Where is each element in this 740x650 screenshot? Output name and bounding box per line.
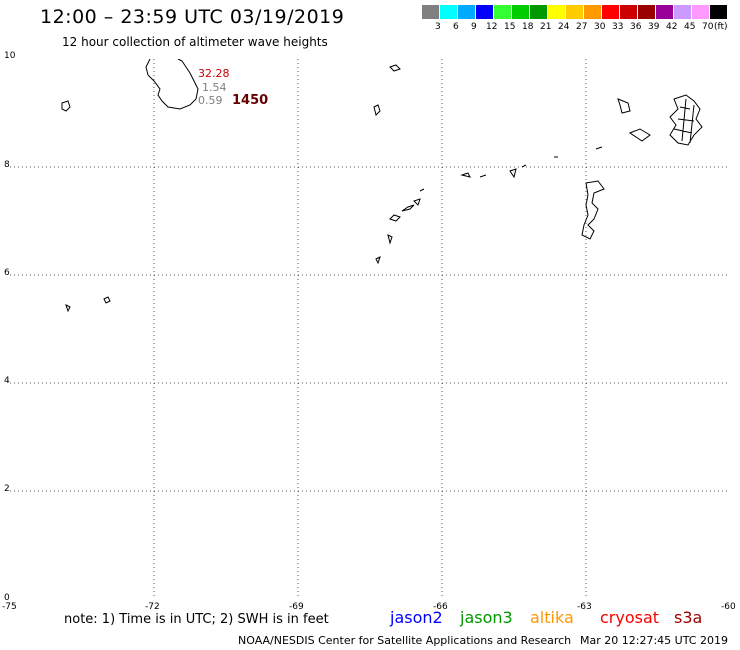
satellite-label-jason3: jason3 (460, 608, 513, 627)
scale-swatch-30 (584, 5, 601, 19)
coastline-island-chain (460, 156, 558, 179)
satellite-label-s3a: s3a (674, 608, 703, 627)
coastline-trinidad (581, 180, 605, 240)
map-canvas (10, 59, 730, 599)
scale-swatch-24 (548, 5, 565, 19)
lat-tick-label: 6 (4, 268, 10, 278)
scale-swatch-15 (494, 5, 511, 19)
wave-height-value: 1.54 (202, 81, 227, 94)
scale-swatch-27 (566, 5, 583, 19)
scale-label: 6 (453, 22, 459, 32)
lon-tick-label: -63 (577, 602, 592, 612)
scale-label: 42 (666, 22, 678, 32)
scale-label: (ft) (714, 22, 728, 32)
wave-height-value: 0.59 (198, 94, 223, 107)
satellite-label-cryosat: cryosat (600, 608, 660, 627)
lon-tick-label: -75 (2, 602, 17, 612)
coastline-island (61, 100, 71, 112)
scale-swatch-70 (692, 5, 709, 19)
scale-label: 9 (471, 22, 477, 32)
scale-label: 21 (540, 22, 552, 32)
scale-swatch-45 (674, 5, 691, 19)
coastline-island-chain (375, 188, 425, 265)
satellite-label-altika: altika (530, 608, 574, 627)
scale-label: 27 (576, 22, 588, 32)
coastline-island (103, 296, 111, 304)
scale-swatch-3 (422, 5, 439, 19)
scale-swatch-36 (620, 5, 637, 19)
credit-line: NOAA/NESDIS Center for Satellite Applica… (238, 634, 572, 647)
observation-count: 1450 (232, 93, 269, 108)
graticule (10, 59, 730, 599)
scale-label: 12 (486, 22, 498, 32)
scale-swatch-6 (440, 5, 457, 19)
coastline-atlantic-islands (595, 98, 651, 150)
coastline-island (65, 304, 71, 313)
scale-swatch-42 (656, 5, 673, 19)
scale-label: 39 (648, 22, 660, 32)
lon-tick-label: -66 (433, 602, 448, 612)
map-subtitle: 12 hour collection of altimeter wave hei… (62, 35, 328, 49)
scale-swatch-18 (512, 5, 529, 19)
wave-height-value: 32.28 (198, 67, 230, 80)
satellite-label-jason2: jason2 (390, 608, 443, 627)
scale-label: 3 (435, 22, 441, 32)
scale-label: 45 (684, 22, 696, 32)
lon-tick-label: -69 (289, 602, 304, 612)
lon-tick-label: -60 (721, 602, 736, 612)
coastlines (61, 59, 703, 313)
scale-label: 24 (558, 22, 570, 32)
lat-tick-label: 10 (4, 51, 16, 61)
lat-tick-label: 0 (4, 593, 10, 603)
footnote: note: 1) Time is in UTC; 2) SWH is in fe… (64, 612, 329, 627)
coastline-barbados-cluster (669, 94, 703, 146)
scale-swatch-9 (458, 5, 475, 19)
scale-swatch-12 (476, 5, 493, 19)
scale-label: 18 (522, 22, 534, 32)
map-title: 12:00 – 23:59 UTC 03/19/2019 (40, 6, 345, 28)
scale-label: 33 (612, 22, 624, 32)
scale-label: 70 (702, 22, 714, 32)
scale-swatch-33 (602, 5, 619, 19)
scale-swatch-39 (638, 5, 655, 19)
scale-swatch-21 (530, 5, 547, 19)
scale-label: 30 (594, 22, 606, 32)
scale-label: 36 (630, 22, 642, 32)
lon-tick-label: -72 (145, 602, 160, 612)
lat-tick-label: 8 (4, 160, 10, 170)
scale-label: 15 (504, 22, 516, 32)
coastline-island (389, 64, 401, 72)
scale-swatch-max (710, 5, 727, 19)
lat-tick-label: 2 (4, 484, 10, 494)
lat-tick-label: 4 (4, 376, 10, 386)
coastline-island (373, 104, 381, 116)
generation-timestamp: Mar 20 12:27:45 UTC 2019 (580, 634, 728, 647)
coastline-lake-maracaibo (145, 59, 199, 110)
